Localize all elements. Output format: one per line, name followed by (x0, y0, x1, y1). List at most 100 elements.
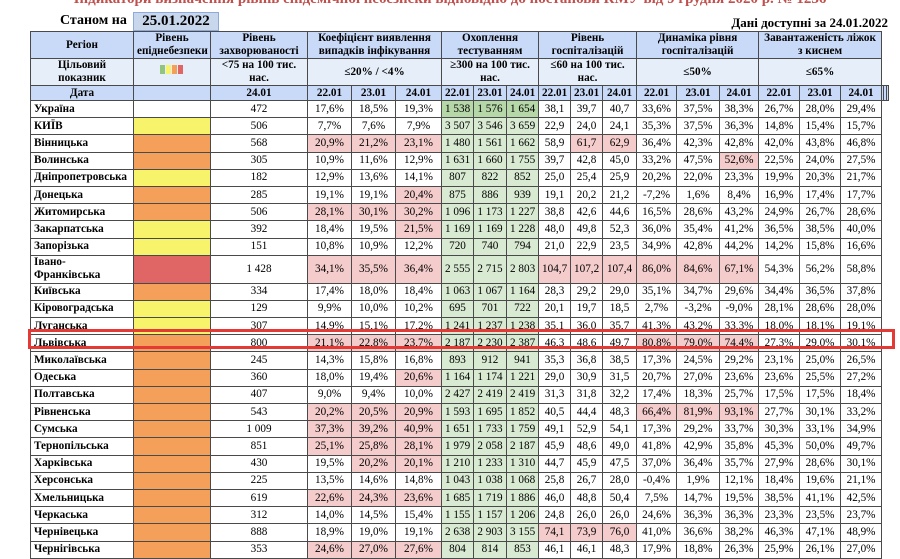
hosp-dynamics-cell: 18,8% (676, 540, 721, 559)
level-cell (133, 117, 211, 136)
table-row: Хмельницька 619 22,6% 24,3% 23,6% 1 685 1 719 1… (30, 488, 889, 508)
oxygen-cell: 23,5% (799, 506, 842, 525)
table-row: Запорізька 151 10,8% 10,9% 12,2% 720 740 794 21,… (30, 237, 889, 256)
hospitalization-cell: 46,1 (570, 540, 604, 559)
hosp-dynamics-cell: 34,7% (676, 282, 721, 301)
detection-cell: 9,0% (307, 385, 352, 405)
detection-cell: 19,1% (351, 185, 396, 205)
epidemic-indicators-table: Регіон Рівень епіднебезпеки Рівень захво… (30, 31, 890, 559)
hospitalization-cell: 76,0 (602, 523, 638, 542)
testing-cell: 1 480 (441, 134, 474, 153)
level-cell (133, 523, 211, 542)
header-region: Регіон (30, 31, 134, 59)
oxygen-cell: 28,6% (799, 299, 842, 319)
testing-cell: 2 638 (441, 523, 474, 542)
hosp-dynamics-cell: 16,5% (636, 203, 678, 222)
incidence-cell: 151 (210, 237, 308, 256)
hospitalization-cell: 47,5 (602, 454, 638, 473)
oxygen-cell: 27,5% (840, 151, 883, 170)
detection-cell: 22,6% (307, 488, 352, 508)
oxygen-cell: 58,8% (840, 254, 883, 284)
region-name: Сумська (30, 420, 134, 439)
oxygen-cell: 14,8% (758, 117, 801, 136)
level-cell (133, 282, 211, 301)
table-row: Тернопільська 851 25,1% 25,8% 28,1% 1 979 2 05… (30, 437, 889, 456)
oxygen-cell: 48,9% (840, 523, 883, 542)
header-hosp-dynamics: Динаміка рівня госпіталізацій (636, 31, 760, 59)
incidence-cell: 619 (210, 488, 308, 508)
incidence-cell: 312 (210, 506, 308, 525)
incidence-cell: 245 (210, 351, 308, 370)
oxygen-cell: 18,4% (758, 471, 801, 490)
oxygen-cell: 49,7% (840, 437, 883, 456)
detection-cell: 7,6% (351, 117, 396, 136)
hospitalization-cell: 35,3 (538, 351, 572, 370)
hospitalization-cell: 49,8 (570, 220, 604, 239)
incidence-cell: 129 (210, 299, 308, 319)
oxygen-cell: 27,9% (758, 454, 801, 473)
testing-cell: 941 (505, 351, 540, 370)
hosp-dynamics-cell: 36,3% (676, 506, 721, 525)
hospitalization-cell: 73,9 (570, 523, 604, 542)
table-row: Київська 334 17,4% 18,0% 18,4% 1 063 1 067 1 16… (30, 282, 889, 301)
hospitalization-cell: 74,1 (538, 523, 572, 542)
detection-cell: 10,9% (307, 151, 352, 170)
date-column-header: 24.01 (602, 85, 638, 101)
hosp-dynamics-cell: 66,4% (636, 402, 678, 422)
testing-cell: 1 631 (441, 151, 474, 170)
hosp-dynamics-cell: -3,2% (676, 299, 721, 319)
hosp-dynamics-cell: 52,6% (719, 151, 760, 170)
region-name: Закарпатська (30, 220, 134, 239)
detection-cell: 37,3% (307, 420, 352, 439)
hospitalization-cell: 24,0 (570, 117, 604, 136)
detection-cell: 20,9% (307, 134, 352, 153)
testing-cell: 1 228 (505, 220, 540, 239)
testing-cell: 822 (473, 168, 507, 187)
testing-cell: 1 886 (505, 488, 540, 508)
detection-cell: 16,8% (395, 351, 442, 370)
testing-cell: 804 (441, 540, 474, 559)
detection-cell: 23,6% (395, 488, 442, 508)
oxygen-cell: 42,5% (840, 488, 883, 508)
level-swatch (172, 65, 177, 75)
detection-cell: 19,1% (395, 523, 442, 542)
testing-cell: 2 187 (505, 437, 540, 456)
incidence-cell: 568 (210, 134, 308, 153)
level-cell (133, 506, 211, 525)
hosp-dynamics-cell: 17,9% (636, 540, 678, 559)
incidence-cell: 506 (210, 203, 308, 222)
detection-cell: 27,0% (351, 540, 396, 559)
hospitalization-cell: 45,0 (602, 151, 638, 170)
detection-cell: 39,2% (351, 420, 396, 439)
incidence-cell: 506 (210, 117, 308, 136)
level-swatch (178, 65, 183, 75)
hospitalization-cell: 44,7 (538, 454, 572, 473)
oxygen-cell: 36,5% (799, 282, 842, 301)
level-cell (133, 420, 211, 439)
level-cell (133, 437, 211, 456)
hosp-dynamics-cell: 36,4% (636, 134, 678, 153)
hospitalization-cell: 19,1 (538, 185, 572, 205)
region-name: Полтавська (30, 385, 134, 405)
detection-cell: 19,0% (351, 523, 396, 542)
hospitalization-cell: 48,8 (570, 488, 604, 508)
header-level: Рівень епіднебезпеки (133, 31, 211, 59)
table-row: Дніпропетровська 182 12,9% 13,6% 14,1% 807 822… (30, 168, 889, 187)
hospitalization-cell: 20,2 (570, 185, 604, 205)
hospitalization-cell: 44,4 (570, 402, 604, 422)
hosp-dynamics-cell: 24,6% (636, 506, 678, 525)
incidence-cell: 285 (210, 185, 308, 205)
oxygen-cell: 47,1% (799, 523, 842, 542)
hosp-dynamics-cell: 28,6% (676, 203, 721, 222)
hospitalization-cell: 42,8 (570, 151, 604, 170)
oxygen-cell: 29,4% (840, 99, 883, 119)
hospitalization-cell: 31,3 (538, 385, 572, 405)
hospitalization-cell: 48,6 (570, 437, 604, 456)
hosp-dynamics-cell: 25,7% (719, 385, 760, 405)
detection-cell: 19,3% (395, 99, 442, 119)
testing-cell: 2 419 (505, 385, 540, 405)
oxygen-cell: 28,6% (840, 203, 883, 222)
oxygen-cell: 25,5% (799, 368, 842, 387)
hosp-dynamics-cell: 29,2% (719, 351, 760, 370)
hosp-dynamics-cell: 22,0% (676, 168, 721, 187)
